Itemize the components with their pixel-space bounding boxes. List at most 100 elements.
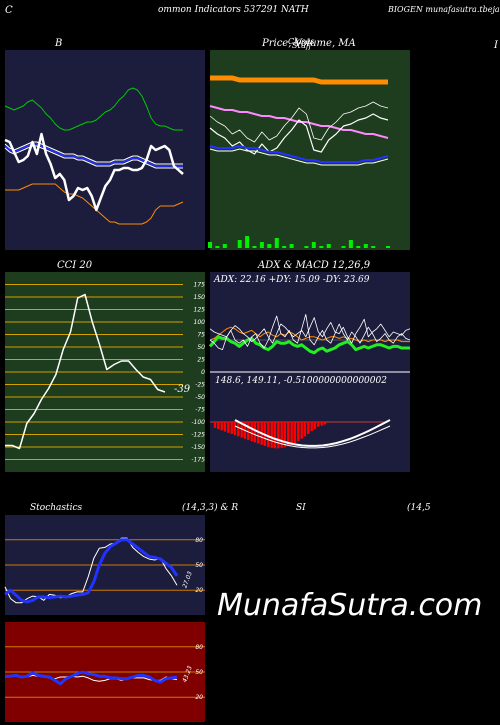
y-tick-label: 125 [194, 307, 206, 314]
macd-histogram-bar [233, 422, 237, 436]
y-tick-label: 50 [195, 669, 203, 676]
osc-line-rsi_blue [5, 670, 178, 686]
volume-bar [386, 246, 390, 248]
macd-histogram-bar [213, 422, 217, 428]
stoch-params: (14,3,3) & R [182, 503, 239, 513]
price-title: Price, Volume, MA [262, 38, 356, 49]
volume-bar [326, 244, 331, 248]
macd-histogram-bar [273, 422, 277, 449]
macd-histogram-bar [303, 422, 307, 437]
price-chart [208, 50, 410, 250]
y-tick-label: 20 [195, 694, 203, 701]
volume-bar [252, 246, 257, 248]
macd-label: 148.6, 149.11, -0.5100000000000002 [215, 376, 387, 386]
macd-histogram-bar [220, 422, 223, 431]
macd-histogram-bar [300, 422, 303, 439]
macd-histogram-bar [247, 422, 250, 440]
upper-band-outline [4, 141, 183, 165]
header-right-edge: I [494, 40, 498, 51]
bollinger-chart [4, 50, 205, 250]
y-tick-label: -150 [191, 444, 205, 451]
adx-macd-chart [208, 272, 411, 472]
y-tick-label: -25 [195, 382, 205, 389]
macd-histogram-bar [250, 422, 253, 442]
y-tick-label: -100 [191, 419, 205, 426]
price-panel [208, 50, 410, 250]
cci-value-label: -39 [174, 384, 191, 395]
macd-histogram-bar [287, 422, 290, 446]
y-tick-label: 0 [201, 369, 205, 376]
adx-panel [208, 272, 411, 472]
volume-bar [319, 246, 324, 248]
volume-bar [311, 242, 316, 248]
macd-histogram-bar [290, 422, 293, 445]
y-tick-label: -175 [191, 457, 205, 464]
volume-bar [259, 242, 264, 248]
y-tick-label: -75 [195, 407, 205, 414]
bollinger-title: B [55, 38, 63, 49]
volume-bar [363, 244, 368, 248]
macd-histogram-bar [320, 422, 323, 426]
y-tick-label: 20 [195, 587, 203, 594]
volume-bar [282, 246, 287, 248]
header-left-edge: C [5, 5, 13, 16]
cci-line [5, 293, 166, 450]
volume-bar [356, 246, 361, 248]
volume-bar [208, 242, 212, 248]
cci-title: CCI 20 [57, 260, 93, 271]
volume-bar [237, 240, 242, 248]
adx-line-white_a [209, 314, 411, 350]
macd-line [234, 425, 391, 449]
volume-bar [371, 246, 376, 248]
volume-bar [267, 244, 272, 248]
price-line-blue [209, 145, 389, 163]
volume-bar [348, 240, 353, 248]
macd-histogram-bar [253, 422, 257, 443]
macd-histogram-bar [227, 422, 230, 433]
price-overlay-label-1: Closes [288, 37, 315, 46]
rsi-panel: 80 50 20 43.23 [5, 622, 205, 722]
y-tick-label: 80 [195, 644, 203, 651]
series-line-2 [5, 183, 184, 225]
stoch-title: Stochastics [30, 503, 83, 513]
cci-panel: 175 150 125 100 75 50 25 0 -25 -50 -75 -100 -125 -150… [5, 272, 205, 472]
macd-histogram-bar [283, 422, 287, 448]
y-tick-label: 50 [197, 344, 205, 351]
macd-histogram-bar [240, 422, 243, 438]
bollinger-panel [4, 50, 205, 250]
osc-line-rsi_white [5, 674, 178, 682]
price-envelope-upper [209, 101, 389, 143]
macd-histogram-bar [307, 422, 310, 434]
macd-histogram-bar [297, 422, 300, 442]
volume-bar [222, 244, 227, 248]
price-line-pink [209, 105, 389, 139]
y-tick-label: -50 [195, 394, 205, 401]
brand-watermark: MunafaSutra.com [217, 588, 483, 623]
volume-bar [341, 246, 346, 248]
macd-histogram-bar [237, 422, 240, 437]
volume-bar [289, 244, 294, 248]
adx-title: ADX & MACD 12,26,9 [258, 260, 371, 271]
series-line-3 [4, 132, 184, 212]
volume-bar [304, 246, 309, 248]
si-title: SI [296, 503, 306, 513]
y-tick-label: 175 [194, 282, 206, 289]
adx-line-green [208, 335, 410, 355]
macd-histogram-bar [270, 422, 273, 448]
volume-bar [245, 236, 250, 248]
stoch-panel: 80 50 20 27.03 [4, 515, 205, 615]
macd-histogram-bar [230, 422, 233, 434]
y-tick-label: 100 [194, 319, 206, 326]
macd-histogram-bar [280, 422, 283, 448]
macd-histogram-bar [277, 422, 280, 449]
macd-histogram-bar [310, 422, 313, 431]
si-params: (14,5 [407, 503, 431, 513]
macd-histogram-bar [217, 422, 220, 430]
macd-histogram-bar [293, 422, 297, 443]
y-tick-label: 75 [197, 332, 205, 339]
series-line-1 [4, 143, 183, 167]
macd-histogram-bar [267, 422, 270, 448]
